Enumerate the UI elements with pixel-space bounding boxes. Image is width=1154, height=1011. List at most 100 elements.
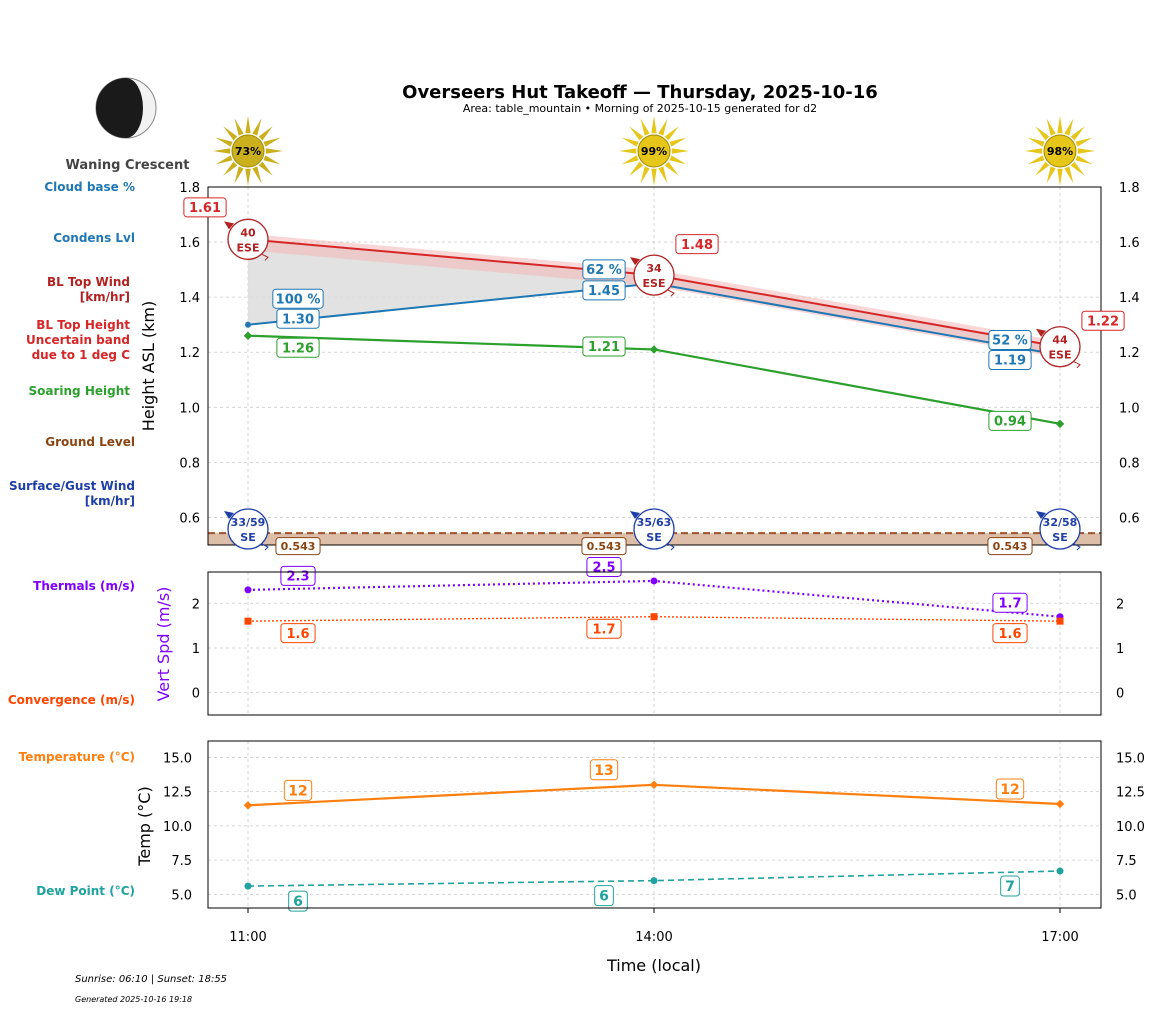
surface-wind-1-circle	[633, 508, 675, 550]
p3-ytick-right-3: 12.5	[1116, 786, 1145, 801]
surface-wind-1-arrow	[630, 511, 640, 519]
bl-wind-0-tail	[261, 253, 269, 261]
temperature-label-2-box	[995, 778, 1025, 800]
soaring-label-2: 0.94	[994, 415, 1026, 430]
sun-11-ray-4	[245, 168, 251, 186]
sun-11-disk	[231, 134, 265, 168]
convergence-point-2	[1056, 617, 1064, 625]
convergence-label-1-box	[586, 618, 622, 639]
sun-14-ray-15	[669, 137, 687, 147]
sun-17-ray-15	[1075, 137, 1093, 147]
p2-ytick-right-2: 2	[1116, 597, 1124, 612]
label-condens-level: Condens Lvl	[53, 231, 135, 245]
p2-frame	[207, 571, 1102, 716]
p2-ytick-right-1: 1	[1116, 642, 1124, 657]
sun-11-ray-0	[265, 148, 283, 154]
p1-ytick-right-6: 1.8	[1119, 181, 1140, 196]
dewpoint-label-1-box	[594, 885, 614, 907]
sun-14-ray-1	[669, 155, 687, 165]
bl-wind-1-arrow	[630, 257, 640, 266]
soaring-label-0: 1.26	[282, 341, 314, 356]
sun-11-ray-10	[223, 126, 238, 141]
thermal-label-1: 2.5	[592, 561, 615, 576]
sun-14-ray-5	[640, 166, 650, 184]
surface-wind-0-speed: 33/59	[231, 516, 266, 529]
p1-ytick-right-5: 1.6	[1119, 236, 1140, 251]
temperature-point-0	[243, 801, 253, 810]
sun-14: 99%	[619, 116, 689, 186]
bl-top-label-2-box	[1081, 310, 1125, 331]
label-bl-top-wind-line1: BL Top Wind	[46, 275, 130, 289]
label-bl-top-wind-line2: [km/hr]	[79, 290, 130, 304]
sun-11-ray-14	[258, 126, 273, 141]
xtick-label-2: 17:00	[1041, 930, 1078, 945]
label-temperature: Temperature (°C)	[18, 750, 135, 764]
sun-17-ray-9	[1027, 137, 1045, 147]
surface-wind-2-speed: 32/58	[1043, 516, 1078, 529]
thermal-label-0-box	[280, 565, 316, 586]
soaring-label-2-box	[988, 410, 1032, 431]
p3-ytick-right-0: 5.0	[1116, 888, 1137, 903]
sun-14-ray-6	[629, 161, 644, 176]
label-surface-wind: Surface/Gust Wind [km/hr]	[5, 479, 135, 509]
surface-wind-1-tail	[667, 543, 675, 551]
dewpoint-label-0: 6	[293, 894, 303, 910]
p1-ytick-right-0: 0.6	[1119, 511, 1140, 526]
p1-ytick-left-4: 1.4	[179, 291, 200, 306]
temperature-label-0-box	[283, 779, 313, 801]
sun-17-ray-5	[1046, 166, 1056, 184]
p3-ytick-left-1: 7.5	[171, 854, 192, 869]
xtick-label-1: 14:00	[635, 930, 672, 945]
p1-ytick-left-6: 1.8	[179, 181, 200, 196]
p1-ylabel: Height ASL (km)	[139, 301, 158, 431]
bl-wind-1-tail	[667, 289, 675, 297]
label-bl-top-height-line3: due to 1 deg C	[31, 348, 130, 362]
cloud-base-label-0-box	[272, 288, 324, 309]
cloud-base-label-0: 100 %	[276, 292, 321, 307]
bl-wind-0-circle	[227, 218, 269, 260]
surface-wind-2-arrow	[1036, 511, 1046, 519]
soaring-point-0	[243, 331, 253, 340]
temperature-point-1	[649, 780, 659, 790]
temperature-label-1-box	[589, 759, 619, 781]
cloud-base-label-1: 62 %	[586, 263, 622, 278]
bl-wind-1-speed: 34	[646, 262, 662, 275]
surface-wind-0-dir: SE	[240, 531, 255, 544]
sun-11-ray-12	[245, 116, 251, 134]
convergence-label-0: 1.6	[286, 627, 309, 642]
p1-ytick-left-5: 1.6	[179, 236, 200, 251]
bl-wind-2-speed: 44	[1052, 334, 1068, 347]
bl-top-label-0: 1.61	[189, 201, 221, 216]
thermal-point-1	[650, 577, 658, 585]
surface-wind-1-speed: 35/63	[637, 516, 672, 529]
cloud-base-label-2-box	[988, 329, 1032, 350]
sun-17-ray-7	[1027, 155, 1045, 165]
dewpoint-label-2: 7	[1005, 879, 1015, 895]
soaring-label-0-box	[276, 337, 320, 358]
p1-ytick-left-1: 0.8	[179, 456, 200, 471]
label-bl-top-wind: BL Top Wind [km/hr]	[5, 275, 130, 305]
sun-17-ray-0	[1077, 148, 1095, 154]
temperature-label-1: 13	[594, 763, 613, 779]
sun-17-ray-10	[1035, 126, 1050, 141]
ground-label-0: 0.543	[281, 540, 316, 553]
temperature-label-2: 12	[1000, 782, 1019, 798]
xtick-label-0: 11:00	[229, 930, 266, 945]
ground-label-0-box	[275, 537, 321, 556]
convergence-label-2: 1.6	[998, 627, 1021, 642]
sunrise-sunset: Sunrise: 06:10 | Sunset: 18:55	[75, 974, 228, 985]
bl-wind-2-circle	[1039, 326, 1081, 368]
sun-14-ray-0	[671, 148, 689, 154]
p3-ytick-right-4: 15.0	[1116, 751, 1145, 766]
bl-top-label-0-box	[183, 197, 227, 218]
bl-wind-1-dir: ESE	[643, 277, 666, 290]
bl-wind-0-speed: 40	[240, 226, 256, 239]
p3-ytick-left-3: 12.5	[163, 786, 192, 801]
ground-label-2-box	[987, 537, 1033, 556]
sun-17-ray-2	[1070, 161, 1085, 176]
bl-wind-1-circle	[633, 254, 675, 296]
cloud-base-label-2: 52 %	[992, 334, 1028, 349]
p1-ytick-right-4: 1.4	[1119, 291, 1140, 306]
sun-17-ray-14	[1070, 126, 1085, 141]
sun-14-disk	[637, 134, 671, 168]
